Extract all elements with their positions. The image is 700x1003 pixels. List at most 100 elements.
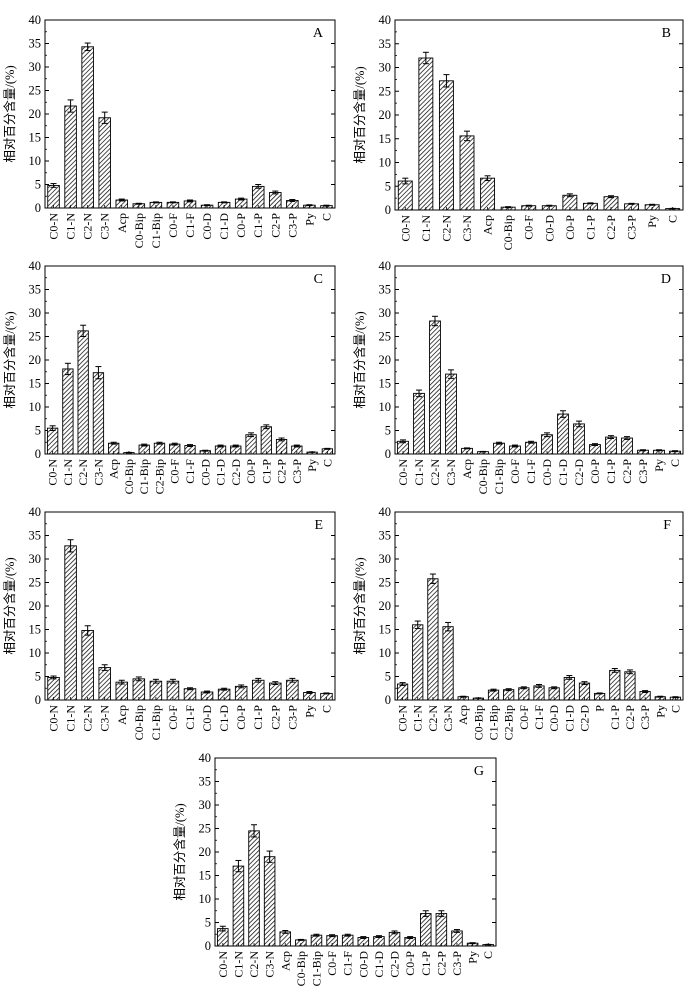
chart-panel-A: 0 5 10 15 20 25 30 35 40 C0-N C1-N C2-N C3-N Acp C0-Bi…	[2, 13, 336, 248]
x-tick-label: C1-Bip	[149, 705, 163, 740]
x-tick-label: C1-F	[183, 705, 197, 730]
x-tick-label: C1-D	[556, 459, 570, 486]
bar-C1-P	[609, 669, 621, 701]
bar-C2-D	[573, 423, 585, 455]
x-tick-label: C	[320, 459, 334, 467]
x-tick-label: P	[593, 705, 607, 712]
y-tick-label: 35	[199, 775, 212, 789]
y-tick-label: 35	[29, 37, 42, 51]
x-tick-label: C2-D	[577, 705, 591, 732]
x-tick-label: C0-Bip	[132, 705, 146, 740]
y-tick-label: 40	[379, 13, 392, 27]
y-tick-label: 20	[199, 845, 212, 859]
x-tick-label: Py	[466, 951, 480, 964]
plot-frame	[394, 265, 684, 455]
y-axis-label: 相对百分含量/(%)	[172, 803, 187, 900]
x-tick-label: C0-F	[325, 951, 339, 976]
x-tick-label: C0-N	[396, 459, 410, 486]
y-tick-label: 35	[379, 37, 392, 51]
panel-label: D	[661, 272, 671, 287]
x-tick-label: C1-F	[532, 705, 546, 730]
bar-C1-N	[413, 392, 425, 455]
x-tick-label: C2-P	[620, 459, 634, 484]
panel-label: C	[314, 272, 323, 287]
y-tick-label: 40	[379, 259, 392, 273]
x-tick-label: C0-P	[403, 951, 417, 976]
y-tick-label: 25	[379, 576, 392, 590]
y-tick-label: 40	[29, 259, 42, 273]
x-tick-label: C1-P	[251, 705, 265, 730]
y-tick-label: 25	[29, 84, 42, 98]
x-tick-label: C	[668, 705, 682, 713]
y-tick-label: 30	[29, 306, 42, 320]
bar-C1-P	[251, 185, 265, 209]
y-tick-label: 5	[385, 424, 391, 438]
x-tick-label: C1-D	[214, 459, 228, 486]
x-tick-label: C0-D	[356, 951, 370, 978]
x-tick-label: C3-N	[460, 215, 474, 242]
x-tick-label: C3-P	[285, 213, 299, 238]
y-tick-label: 20	[379, 108, 392, 122]
y-tick-label: 20	[379, 599, 392, 613]
x-tick-label: C3-N	[91, 459, 105, 486]
x-tick-label: C3-N	[98, 705, 112, 732]
x-tick-label: Acp	[107, 459, 121, 479]
chart-panel-C: 0 5 10 15 20 25 30 35 40 C0-N C1-N C2-N C3-N Acp C0-Bi…	[2, 259, 336, 494]
x-tick-label: Acp	[115, 705, 129, 725]
bar-C1-P	[419, 913, 432, 947]
y-tick-label: 10	[379, 156, 392, 170]
bar-C1-N	[232, 865, 245, 947]
x-tick-label: C1-F	[524, 459, 538, 484]
x-tick-label: Py	[653, 705, 667, 718]
x-tick-label: Py	[645, 215, 659, 228]
y-tick-label: 35	[379, 529, 392, 543]
y-tick-label: 25	[379, 84, 392, 98]
bar-C1-D	[563, 676, 575, 701]
x-tick-label: C0-N	[47, 705, 61, 732]
x-tick-label: C0-D	[200, 213, 214, 240]
chart-panel-E: 0 5 10 15 20 25 30 35 40 C0-N C1-N C2-N C3-N Acp C0-Bi…	[2, 505, 336, 740]
x-tick-label: C0-Bip	[471, 705, 485, 740]
y-tick-label: 30	[379, 306, 392, 320]
x-tick-label: C2-P	[268, 705, 282, 730]
y-tick-label: 40	[379, 505, 392, 519]
x-tick-label: C1-F	[341, 951, 355, 976]
y-tick-label: 15	[379, 132, 392, 146]
bar-C2-N	[81, 46, 94, 209]
y-axis-label: 相对百分含量/(%)	[2, 311, 17, 408]
x-tick-label: C2-D	[388, 951, 402, 978]
bar-C3-N	[445, 373, 457, 455]
x-tick-label: C1-P	[608, 705, 622, 730]
y-tick-label: 5	[35, 670, 41, 684]
panel-label: B	[662, 26, 671, 41]
bar-C2-P	[435, 913, 448, 947]
x-tick-label: C1-Bip	[492, 459, 506, 494]
bar-C2-N	[438, 80, 454, 211]
x-tick-label: C1-N	[64, 705, 78, 732]
y-tick-label: 0	[35, 447, 41, 461]
x-tick-label: C2-N	[81, 705, 95, 732]
x-tick-label: Acp	[456, 705, 470, 725]
x-tick-label: C2-P	[604, 215, 618, 240]
x-tick-label: C	[666, 215, 680, 223]
y-axis-label: 相对百分含量/(%)	[2, 65, 17, 162]
x-tick-label: Py	[652, 459, 666, 472]
y-tick-label: 10	[199, 892, 212, 906]
x-tick-label: C2-D	[572, 459, 586, 486]
x-tick-label: C0-Bip	[132, 213, 146, 248]
x-tick-label: Acp	[115, 213, 129, 233]
y-tick-label: 35	[29, 283, 42, 297]
x-tick-label: C2-P	[623, 705, 637, 730]
y-tick-label: 10	[29, 154, 42, 168]
x-tick-label: C2-N	[426, 705, 440, 732]
bar-C1-N	[418, 57, 434, 211]
x-tick-label: C1-N	[419, 215, 433, 242]
y-tick-label: 40	[29, 13, 42, 27]
y-tick-label: 20	[29, 107, 42, 121]
x-tick-label: C1-N	[411, 705, 425, 732]
y-axis-label: 相对百分含量/(%)	[352, 66, 367, 163]
y-tick-label: 30	[29, 60, 42, 74]
x-tick-label: C0-N	[47, 213, 61, 240]
y-tick-label: 25	[29, 330, 42, 344]
